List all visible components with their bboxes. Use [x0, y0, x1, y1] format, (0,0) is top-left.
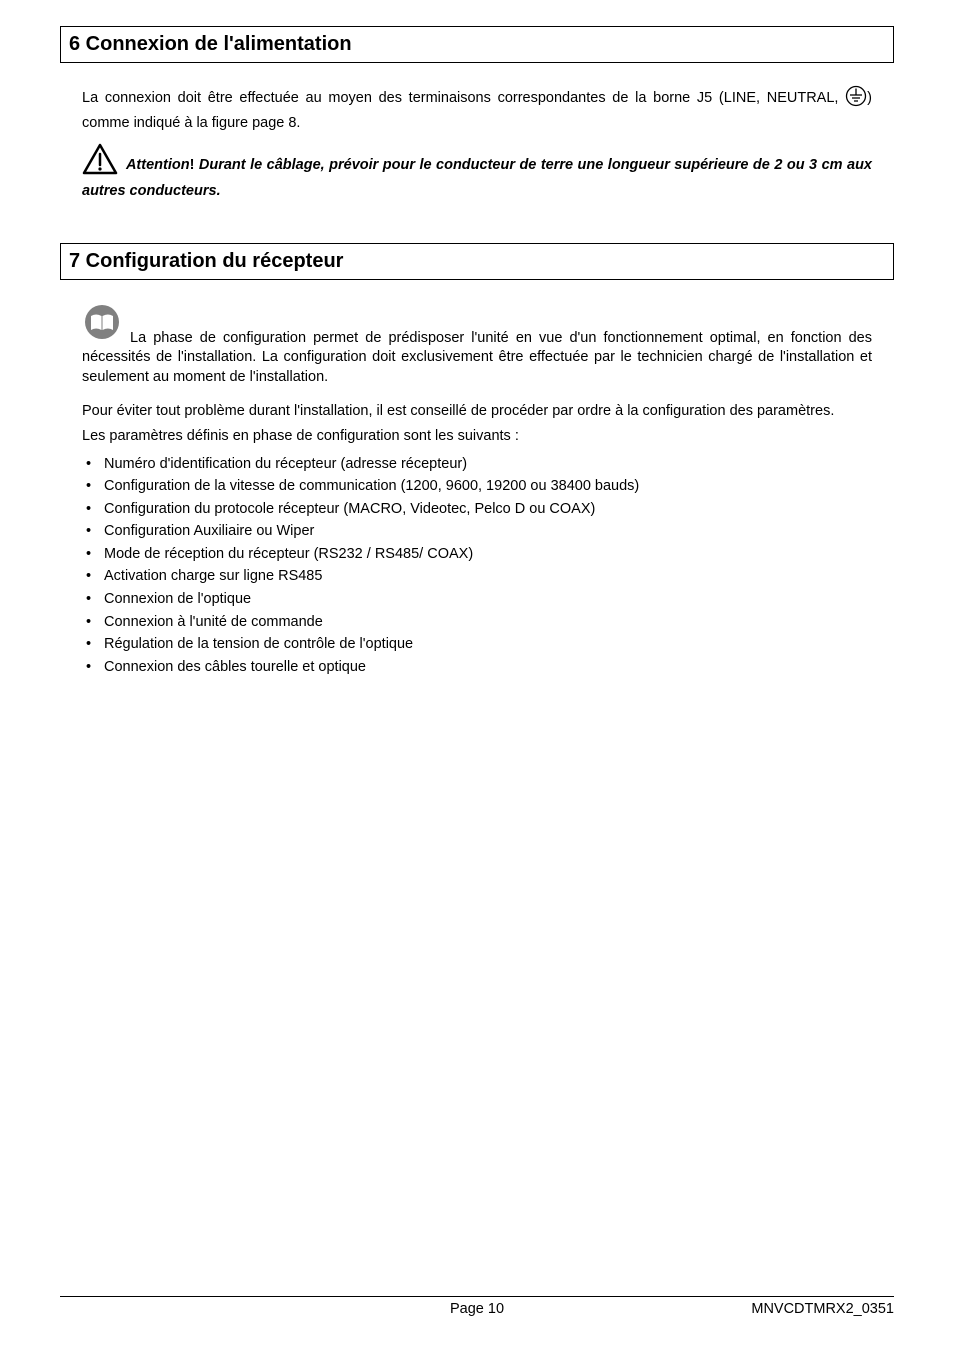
warning-text: Durant le câblage, prévoir pour le condu… — [82, 157, 872, 199]
section-7-para-2: Pour éviter tout problème durant l'insta… — [82, 402, 872, 422]
ground-icon — [845, 85, 867, 114]
list-item: Numéro d'identification du récepteur (ad… — [86, 455, 872, 475]
page-footer: Page 10 MNVCDTMRX2_0351 — [60, 1296, 894, 1317]
footer-page-number: Page 10 — [338, 1301, 616, 1317]
section-6-para-1a: La connexion doit être effectuée au moye… — [82, 90, 845, 106]
list-item: Configuration Auxiliaire ou Wiper — [86, 522, 872, 542]
section-6-heading: 6 Connexion de l'alimentation — [60, 26, 894, 63]
warning-exclam: ! — [190, 157, 199, 173]
section-7-intro: La phase de configuration permet de préd… — [82, 329, 872, 388]
section-6-para-1: La connexion doit être effectuée au moye… — [82, 85, 872, 133]
list-item: Connexion de l'optique — [86, 590, 872, 610]
list-item: Activation charge sur ligne RS485 — [86, 567, 872, 587]
footer-left — [60, 1301, 338, 1317]
section-7-bullet-list: Numéro d'identification du récepteur (ad… — [82, 455, 872, 678]
section-7-para-3: Les paramètres définis en phase de confi… — [82, 427, 872, 447]
list-item: Configuration de la vitesse de communica… — [86, 477, 872, 497]
warning-triangle-icon — [82, 143, 118, 182]
list-item: Régulation de la tension de contrôle de … — [86, 635, 872, 655]
list-item: Mode de réception du récepteur (RS232 / … — [86, 545, 872, 565]
list-item: Connexion à l'unité de commande — [86, 613, 872, 633]
warning-label: Attention — [126, 157, 190, 173]
list-item: Connexion des câbles tourelle et optique — [86, 658, 872, 678]
section-7-heading: 7 Configuration du récepteur — [60, 243, 894, 280]
footer-doc-id: MNVCDTMRX2_0351 — [616, 1301, 894, 1317]
list-item: Configuration du protocole récepteur (MA… — [86, 500, 872, 520]
section-6-warning: Attention! Durant le câblage, prévoir po… — [82, 143, 872, 201]
